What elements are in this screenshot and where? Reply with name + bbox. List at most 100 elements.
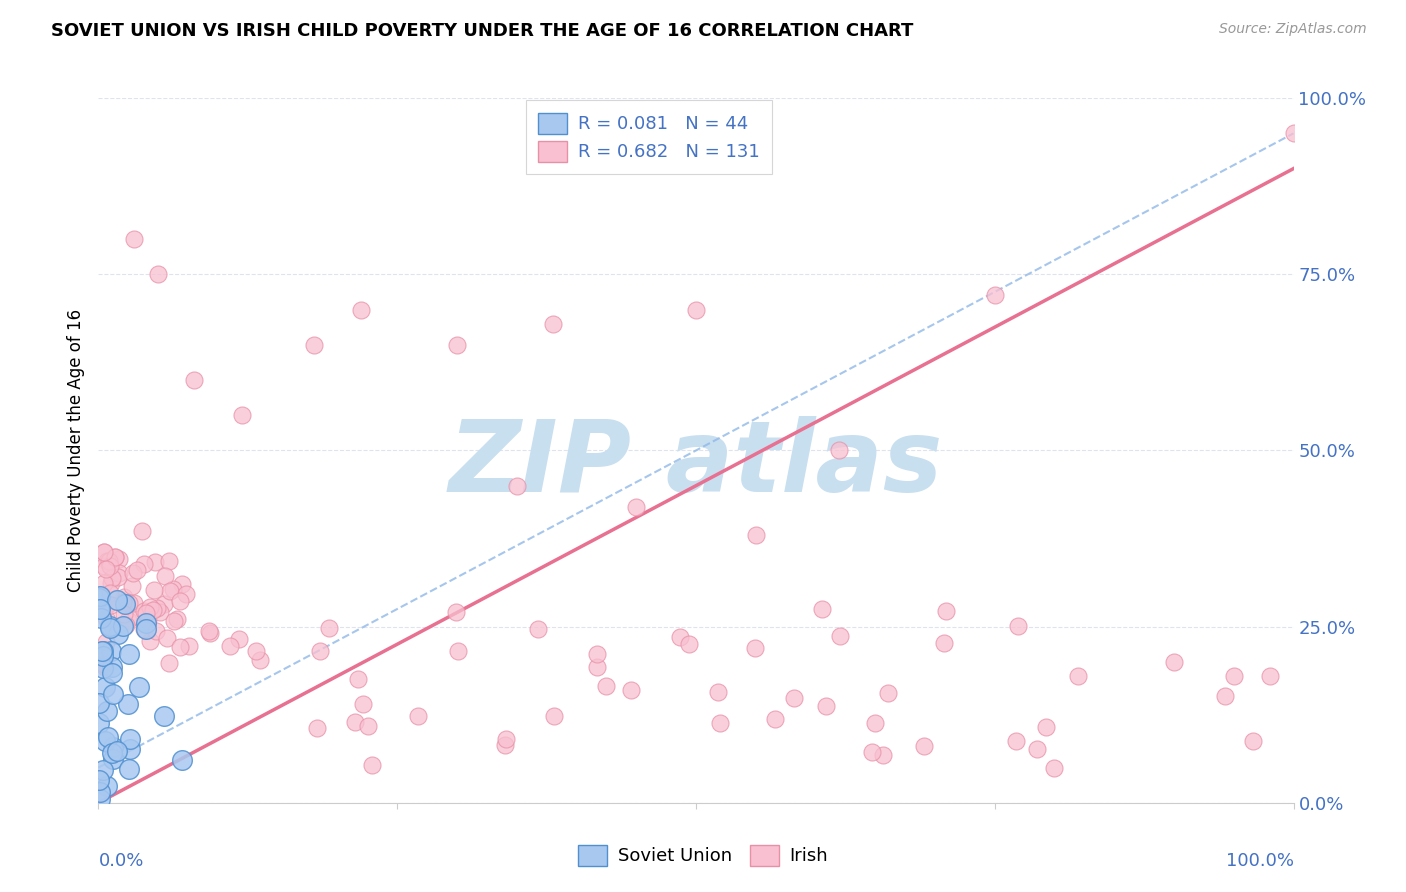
Point [912,739,935,753]
Point [197,624,219,638]
Point [101,752,124,766]
Point [87,602,110,616]
Point [118,762,141,776]
Point [91,644,114,658]
Point [127,563,149,577]
Point [446,337,468,351]
Y-axis label: Child Poverty Under the Age of 16: Child Poverty Under the Age of 16 [66,309,84,592]
Point [91,661,114,675]
Point [100,576,122,591]
Point [163,614,186,628]
Text: 100.0%: 100.0% [1226,852,1294,870]
Point [97,730,120,744]
Point [101,621,124,635]
Point [1035,720,1057,734]
Point [156,632,179,646]
Point [96,554,118,568]
Point [709,715,731,730]
Point [356,719,378,733]
Point [107,570,129,584]
Point [132,604,155,618]
Point [157,656,180,670]
Point [169,594,191,608]
Point [118,742,141,756]
Point [828,628,851,642]
Point [135,607,157,621]
Point [932,636,955,650]
Point [245,644,267,658]
Point [118,596,141,610]
Point [94,680,117,694]
Point [101,571,124,585]
Point [145,624,167,638]
Point [100,599,122,613]
Point [406,709,429,723]
Point [1067,669,1090,683]
Point [586,660,609,674]
Point [543,708,565,723]
Point [626,500,648,514]
Point [159,584,181,599]
Point [124,232,146,246]
Point [872,748,894,763]
Point [152,598,174,612]
Point [620,683,643,698]
Point [132,557,155,571]
Point [1282,126,1305,140]
Point [107,626,129,640]
Point [117,698,139,712]
Point [108,551,131,566]
Point [586,648,609,662]
Point [114,618,136,632]
Point [444,605,467,619]
Text: ZIP atlas: ZIP atlas [449,416,943,513]
Point [93,603,115,617]
Point [447,644,470,658]
Point [96,779,118,793]
Point [100,660,122,674]
Point [101,746,124,760]
Point [112,607,135,621]
Point [361,758,384,772]
Point [98,554,121,568]
Point [595,679,617,693]
Point [94,562,117,576]
Text: 0.0%: 0.0% [98,852,143,870]
Point [89,792,111,806]
Point [541,317,564,331]
Point [131,524,153,539]
Point [669,630,692,644]
Point [309,644,332,658]
Point [706,685,728,699]
Point [112,619,135,633]
Point [685,302,707,317]
Point [984,288,1007,302]
Point [143,555,166,569]
Point [87,591,110,606]
Point [111,595,134,609]
Point [98,559,121,574]
Point [128,681,150,695]
Point [860,745,883,759]
Point [122,566,145,580]
Point [89,601,111,615]
Point [1163,655,1185,669]
Point [100,619,122,633]
Point [183,373,205,387]
Point [98,586,121,600]
Point [93,545,115,559]
Point [98,621,121,635]
Point [89,773,111,788]
Point [148,268,170,282]
Point [1007,618,1029,632]
Point [506,478,529,492]
Point [138,614,160,628]
Point [177,639,200,653]
Point [96,635,118,649]
Point [121,579,143,593]
Point [117,647,139,661]
Point [166,612,188,626]
Point [90,643,112,657]
Point [105,593,128,607]
Point [228,632,250,646]
